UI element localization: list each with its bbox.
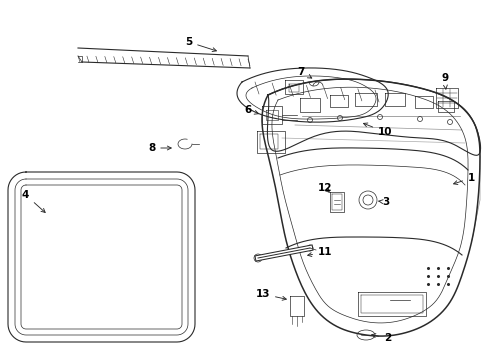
Text: 7: 7 xyxy=(297,67,311,78)
Text: 10: 10 xyxy=(363,123,392,137)
Text: 3: 3 xyxy=(378,197,388,207)
Text: 4: 4 xyxy=(22,190,45,212)
Text: 11: 11 xyxy=(307,247,332,257)
Text: 9: 9 xyxy=(440,73,447,89)
Text: 8: 8 xyxy=(148,143,171,153)
Text: 6: 6 xyxy=(244,105,258,115)
Text: 13: 13 xyxy=(255,289,285,300)
Text: 12: 12 xyxy=(317,183,332,193)
Text: 2: 2 xyxy=(371,333,390,343)
Text: 1: 1 xyxy=(453,173,474,184)
Text: 5: 5 xyxy=(184,37,216,51)
